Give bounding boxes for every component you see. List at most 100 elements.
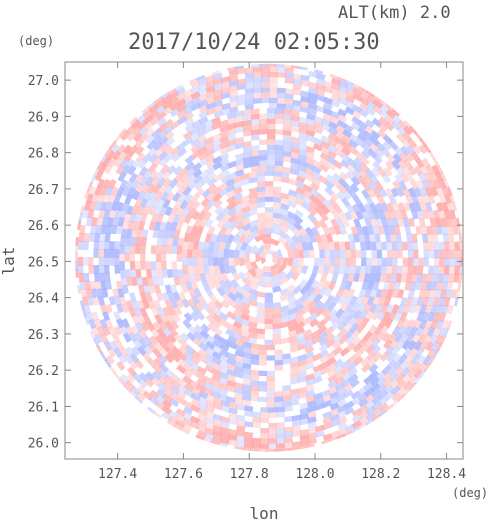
radar-cell bbox=[141, 228, 149, 239]
radar-cell bbox=[124, 380, 135, 391]
radar-cell bbox=[242, 119, 252, 127]
radar-cell bbox=[205, 405, 215, 414]
radar-cell bbox=[415, 281, 422, 291]
radar-cell bbox=[282, 135, 292, 142]
radar-cell bbox=[204, 218, 214, 228]
radar-cell bbox=[284, 93, 294, 100]
radar-cell bbox=[378, 409, 388, 417]
radar-cell bbox=[212, 402, 223, 411]
radar-cell bbox=[418, 217, 426, 228]
radar-cell bbox=[409, 125, 417, 135]
radar-cell bbox=[218, 226, 228, 236]
radar-cell bbox=[154, 191, 164, 202]
radar-cell bbox=[197, 424, 208, 433]
radar-cell bbox=[87, 296, 95, 306]
radar-cell bbox=[236, 68, 246, 75]
radar-cell bbox=[256, 317, 266, 324]
radar-cell bbox=[175, 86, 186, 96]
radar-cell bbox=[156, 213, 164, 224]
radar-cell bbox=[248, 176, 258, 184]
radar-cell bbox=[274, 364, 284, 371]
radar-cell bbox=[250, 395, 260, 402]
radar-cell bbox=[342, 315, 352, 326]
radar-cell bbox=[165, 137, 176, 147]
radar-cell bbox=[203, 376, 214, 385]
radar-cell bbox=[282, 353, 292, 360]
radar-cell bbox=[242, 125, 252, 132]
radar-cell bbox=[444, 194, 452, 204]
radar-cell bbox=[388, 372, 399, 383]
radar-cell bbox=[334, 148, 345, 158]
radar-cell bbox=[311, 329, 321, 339]
radar-cell bbox=[286, 217, 297, 226]
radar-cell bbox=[149, 169, 159, 180]
radar-cell bbox=[242, 146, 252, 153]
radar-cell bbox=[439, 257, 445, 267]
radar-cell bbox=[108, 257, 115, 266]
radar-cell bbox=[268, 71, 278, 78]
radar-cell bbox=[93, 265, 100, 274]
radar-cell bbox=[196, 366, 207, 376]
radar-cell bbox=[388, 225, 396, 235]
radar-cell bbox=[367, 210, 375, 220]
radar-cell bbox=[124, 151, 134, 162]
radar-cell bbox=[328, 265, 335, 275]
radar-cell bbox=[268, 82, 278, 88]
radar-cell bbox=[126, 131, 137, 142]
radar-cell bbox=[323, 80, 334, 89]
radar-cell bbox=[344, 211, 353, 221]
radar-cell bbox=[319, 157, 330, 167]
radar-cell bbox=[322, 314, 332, 324]
radar-cell bbox=[400, 332, 409, 343]
radar-cell bbox=[114, 209, 122, 219]
radar-cell bbox=[292, 257, 299, 267]
radar-cell bbox=[200, 197, 210, 208]
radar-cell bbox=[393, 281, 401, 291]
radar-cell bbox=[170, 284, 178, 294]
radar-cell bbox=[216, 219, 226, 229]
radar-cell bbox=[300, 90, 310, 98]
radar-cell bbox=[424, 319, 433, 330]
radar-cell bbox=[396, 265, 403, 275]
radar-cell bbox=[240, 324, 250, 332]
radar-cell bbox=[205, 91, 216, 99]
radar-cell bbox=[276, 257, 284, 268]
radar-cell bbox=[186, 173, 197, 184]
radar-cell bbox=[120, 130, 130, 141]
radar-cell bbox=[159, 206, 168, 216]
radar-cell bbox=[235, 441, 246, 448]
radar-cell bbox=[396, 126, 407, 137]
radar-cell bbox=[181, 249, 188, 258]
radar-cell bbox=[305, 389, 316, 398]
radar-cell bbox=[344, 295, 353, 305]
radar-cell bbox=[272, 196, 282, 203]
radar-cell bbox=[372, 407, 383, 417]
radar-cell bbox=[402, 318, 411, 329]
radar-cell bbox=[337, 184, 347, 194]
radar-cell bbox=[157, 229, 165, 239]
radar-cell bbox=[220, 169, 230, 178]
radar-cell bbox=[83, 303, 92, 314]
radar-cell bbox=[407, 187, 417, 198]
radar-cell bbox=[325, 233, 334, 243]
radar-cell bbox=[351, 414, 362, 424]
radar-cell bbox=[270, 238, 281, 246]
radar-cell bbox=[293, 215, 304, 225]
radar-cell bbox=[326, 155, 337, 165]
radar-cell bbox=[282, 140, 292, 147]
radar-cell bbox=[332, 346, 343, 356]
radar-cell bbox=[191, 119, 202, 129]
radar-cell bbox=[326, 362, 337, 372]
radar-cell bbox=[413, 340, 423, 351]
radar-cell bbox=[378, 210, 386, 220]
radar-cell bbox=[134, 197, 143, 208]
radar-cell bbox=[228, 90, 239, 98]
radar-cell bbox=[282, 129, 292, 137]
radar-cell bbox=[402, 304, 411, 315]
radar-cell bbox=[128, 307, 137, 318]
radar-cell bbox=[383, 209, 392, 220]
radar-cell bbox=[125, 236, 132, 246]
radar-cell bbox=[284, 67, 294, 74]
radar-cell bbox=[317, 265, 325, 275]
radar-cell bbox=[228, 100, 239, 108]
